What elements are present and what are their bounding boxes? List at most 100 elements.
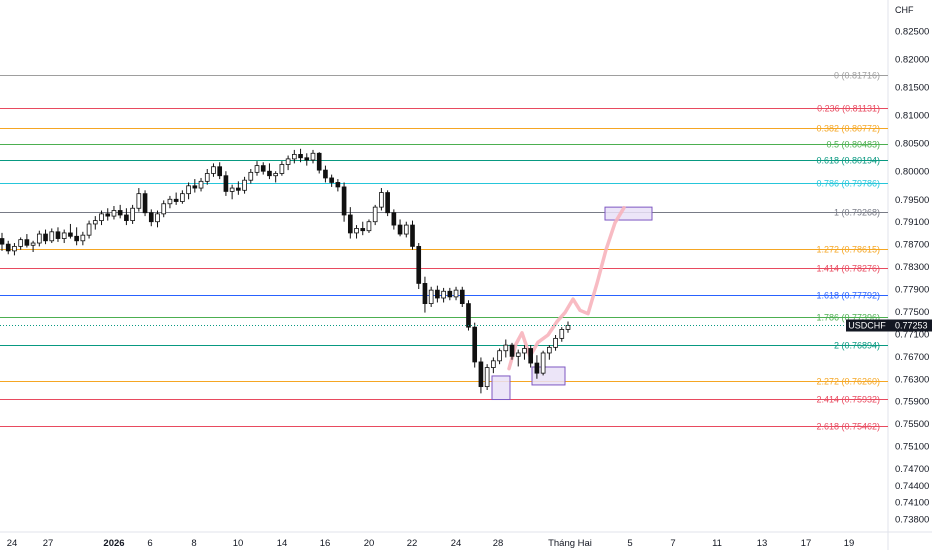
price-tick-label: 0.74100	[895, 498, 929, 509]
date-tick-label: 19	[844, 538, 855, 549]
price-tick-label: 0.78700	[895, 240, 929, 251]
date-tick-label: 7	[670, 538, 675, 549]
last-price-value: 0.77253	[895, 321, 928, 331]
price-zone-box[interactable]	[531, 366, 566, 386]
symbol-label: USDCHF	[848, 321, 886, 331]
price-tick-label: 0.79500	[895, 195, 929, 206]
candle-body	[329, 177, 334, 183]
candle-body	[74, 235, 79, 242]
candle-body	[366, 221, 372, 232]
candle-body	[304, 157, 310, 161]
candle-body	[391, 212, 397, 226]
date-tick-label: Tháng Hai	[548, 538, 592, 549]
price-tick-label: 0.75900	[895, 397, 929, 408]
candle-body	[204, 173, 210, 182]
last-price-tag	[888, 319, 932, 332]
candle-body	[279, 164, 285, 174]
candle-body	[198, 180, 204, 189]
price-tick-label: 0.77900	[895, 285, 929, 296]
candle-body	[229, 187, 235, 192]
date-tick-label: 20	[364, 538, 375, 549]
last-price-marker: USDCHF 0.77253	[0, 319, 932, 332]
candle-body	[503, 344, 509, 352]
candle-body	[435, 289, 440, 299]
date-tick-label: 5	[627, 538, 632, 549]
candle-body	[547, 346, 552, 354]
candle-body	[273, 173, 278, 177]
candle-body	[12, 245, 17, 252]
price-tick-label: 0.82000	[895, 55, 929, 66]
candle-body	[254, 165, 260, 173]
fibonacci-extension[interactable]: 0 (0.81716) 0.236 (0.81131) 0.382 (0.80772…	[0, 71, 888, 432]
candle-body	[292, 154, 297, 160]
date-tick-label: 6	[147, 538, 152, 549]
price-zone-box[interactable]	[491, 375, 511, 401]
candle-body	[484, 367, 490, 388]
date-tick-label: 2026	[103, 538, 124, 549]
candle-body	[540, 352, 546, 374]
candle-body	[379, 192, 384, 208]
candle-body	[528, 348, 534, 364]
candle-body	[285, 158, 291, 165]
candle-body	[92, 220, 98, 225]
candle-body	[242, 179, 247, 191]
candle-body	[99, 213, 104, 221]
candle-body	[316, 152, 322, 171]
fib-level-label: 1.414 (0.78276)	[816, 264, 880, 274]
candle-body	[155, 213, 160, 223]
candle-body	[161, 203, 167, 215]
candle-body	[410, 224, 415, 247]
price-tick-label: 0.80000	[895, 167, 929, 178]
candle-body	[447, 290, 453, 298]
time-axis[interactable]: 24 27 2026 6 8 10 14 16 20 22 24 28 Tháng Hai 5 7 11 13 1…	[7, 538, 855, 549]
demand-zones[interactable]	[491, 206, 653, 401]
fib-level-label: 2 (0.76894)	[834, 341, 880, 351]
candle-body	[124, 214, 129, 221]
candle-body	[105, 213, 111, 217]
candle-body	[55, 231, 61, 239]
price-tick-label: 0.73800	[895, 515, 929, 526]
date-tick-label: 10	[233, 538, 244, 549]
price-tick-label: 0.79100	[895, 217, 929, 228]
candle-body	[478, 361, 484, 388]
candle-body	[428, 289, 434, 305]
date-tick-label: 24	[7, 538, 18, 549]
candle-body	[217, 166, 223, 177]
candle-body	[186, 185, 191, 195]
candle-body	[372, 206, 378, 223]
fib-level-label: 2.618 (0.75462)	[816, 422, 880, 432]
price-tick-label: 0.74400	[895, 481, 929, 492]
candle-body	[180, 193, 185, 202]
candle-body	[323, 169, 328, 179]
candle-body	[553, 337, 558, 348]
candle-body	[111, 210, 117, 217]
fib-level-label: 2.272 (0.76260)	[816, 377, 880, 387]
candle-body	[360, 228, 366, 232]
candle-body	[491, 360, 496, 368]
price-tick-label: 0.75100	[895, 442, 929, 453]
candle-body	[24, 239, 30, 246]
candle-body	[30, 242, 36, 246]
date-tick-label: 8	[191, 538, 196, 549]
date-tick-label: 13	[757, 538, 768, 549]
candle-body	[130, 207, 135, 221]
price-tick-label: 0.76700	[895, 352, 929, 363]
candle-body	[565, 325, 571, 330]
candle-body	[441, 290, 446, 299]
projection-path[interactable]	[507, 205, 626, 371]
price-tick-label: 0.81000	[895, 111, 929, 122]
candles	[0, 148, 571, 394]
price-tick-label: 0.78300	[895, 262, 929, 273]
projection-line[interactable]	[507, 205, 626, 371]
candle-body	[559, 329, 565, 339]
candle-body	[534, 362, 540, 374]
candle-body	[148, 212, 154, 223]
price-axis[interactable]: CHF 0.82500 0.82000 0.81500 0.81000 0.80500 0…	[895, 5, 929, 526]
price-tick-label: 0.77500	[895, 307, 929, 318]
candle-body	[497, 350, 502, 362]
candle-body	[310, 152, 316, 161]
price-zone-box[interactable]	[604, 206, 653, 221]
fib-level-label: 0.786 (0.79786)	[816, 179, 880, 189]
fib-level-label: 0 (0.81716)	[834, 71, 880, 81]
